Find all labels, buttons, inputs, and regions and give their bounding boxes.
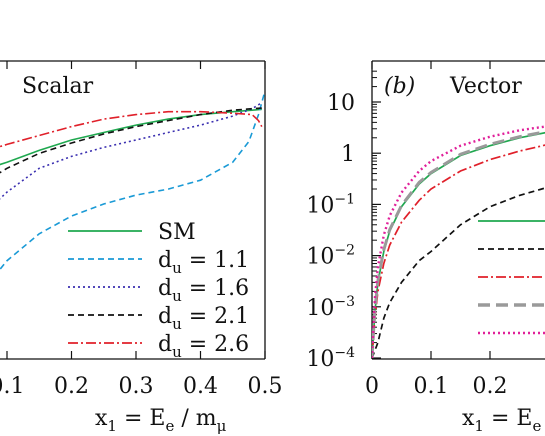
panel-a-series-line bbox=[0, 107, 262, 174]
panel-b-xtick-label: 0.1 bbox=[414, 374, 449, 399]
panel-b-ytick-label: 10−3 bbox=[306, 294, 355, 321]
panel-a-series-line bbox=[0, 102, 263, 200]
panel-b-ytick-label: 10−2 bbox=[306, 243, 355, 270]
panel-a-xtick-label: 0.5 bbox=[248, 374, 283, 399]
panel-b-series-line bbox=[372, 130, 545, 359]
panel-a-series-line bbox=[0, 110, 263, 148]
panel-b-ytick-label: 10 bbox=[327, 91, 355, 116]
panel-b-xlabel: x1 = Ee bbox=[462, 406, 541, 435]
panel-a-series-line bbox=[0, 108, 262, 166]
legend-a-label: SM bbox=[158, 220, 196, 245]
panel-b-xtick-label: 0 bbox=[365, 374, 379, 399]
panel-b-series-line bbox=[372, 125, 545, 359]
legend-a-label: du = 2.1 bbox=[158, 304, 249, 333]
panel-a-series-line bbox=[0, 90, 265, 271]
panel-scalar: Scalar 0.1 0.2 0.3 0.4 0.5 SM du = 1.1du = 1.… bbox=[0, 60, 283, 435]
panel-a-xtick-label: 0.1 bbox=[0, 374, 25, 399]
panel-b-ytick-label: 10−1 bbox=[306, 191, 355, 218]
panel-a-title: Scalar bbox=[22, 74, 94, 99]
legend-a-label: du = 1.1 bbox=[158, 248, 249, 277]
panel-vector: (b) Vector 0 0.1 0.2 10 1 10−1 10−2 10−3 10−4 x… bbox=[306, 60, 545, 435]
legend-a-label: du = 1.6 bbox=[158, 276, 249, 305]
panel-b-xtick-label: 0.2 bbox=[473, 374, 508, 399]
panel-b-label: (b) bbox=[384, 74, 415, 99]
panel-a-xlabel: x1 = Ee / mμ bbox=[95, 406, 227, 435]
panel-b-series-line bbox=[372, 131, 545, 359]
panel-a-xtick-label: 0.2 bbox=[54, 374, 89, 399]
legend-a-label: du = 2.6 bbox=[158, 332, 249, 361]
panel-b-series-line bbox=[372, 144, 545, 359]
panel-b-ytick-label: 1 bbox=[341, 142, 355, 167]
panel-b-series-line bbox=[372, 187, 545, 359]
panel-b-title: Vector bbox=[449, 74, 522, 99]
panel-a-xtick-label: 0.4 bbox=[183, 374, 218, 399]
panel-a-xtick-label: 0.3 bbox=[119, 374, 154, 399]
panel-b-ytick-label: 10−4 bbox=[306, 345, 355, 372]
